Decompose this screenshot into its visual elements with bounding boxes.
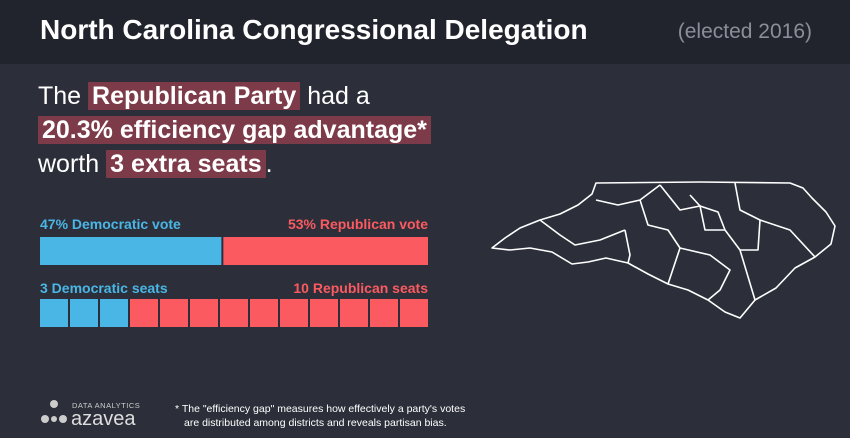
text: . xyxy=(265,150,273,178)
headline-line: 20.3% efficiency gap advantage* xyxy=(38,113,431,147)
vote-bar-rep xyxy=(223,237,428,265)
note-line: are distributed among districts and reve… xyxy=(184,417,447,429)
logo-icon xyxy=(41,400,67,423)
brand-small: DATA ANALYTICS xyxy=(72,401,141,410)
seat-label-rep: 10 Republican seats xyxy=(293,280,428,296)
footnote: * The "efficiency gap" measures how effe… xyxy=(175,402,465,430)
vote-label-rep: 53% Republican vote xyxy=(287,216,428,232)
seat xyxy=(340,299,368,327)
seat xyxy=(160,299,188,327)
seat xyxy=(190,299,218,327)
seat-label-dem: 3 Democratic seats xyxy=(40,280,168,296)
seat xyxy=(370,299,398,327)
headline-line: worth 3 extra seats. xyxy=(38,147,273,181)
text: worth xyxy=(38,150,107,178)
note-line: * The "efficiency gap" measures how effe… xyxy=(175,403,466,415)
seat xyxy=(100,299,128,327)
vote-label-dem: 47% Democratic vote xyxy=(40,216,181,232)
title: North Carolina Congressional Delegation xyxy=(40,14,588,45)
seat xyxy=(400,299,428,327)
subtitle: (elected 2016) xyxy=(677,20,812,43)
vote-bar-dem xyxy=(40,237,222,265)
header-band xyxy=(0,0,850,64)
text: The xyxy=(38,82,89,110)
seat xyxy=(280,299,308,327)
seat-group-democratic xyxy=(40,299,128,327)
nc-map xyxy=(491,181,836,319)
brand: azavea xyxy=(71,408,136,430)
headline-line: The Republican Party had a xyxy=(38,79,370,113)
seat xyxy=(220,299,248,327)
seat xyxy=(310,299,338,327)
seat xyxy=(250,299,278,327)
highlight-text: 20.3% efficiency gap advantage* xyxy=(38,116,431,144)
seat xyxy=(70,299,98,327)
highlight-text: 3 extra seats xyxy=(106,150,266,178)
highlight-text: Republican Party xyxy=(88,82,301,110)
seat xyxy=(130,299,158,327)
text: had a xyxy=(300,82,370,110)
seat xyxy=(40,299,68,327)
seat-group-republican xyxy=(130,299,428,327)
